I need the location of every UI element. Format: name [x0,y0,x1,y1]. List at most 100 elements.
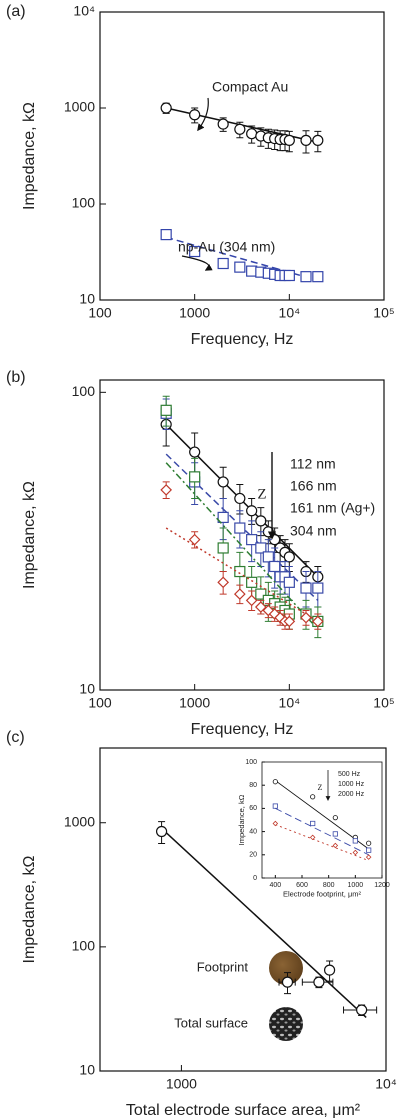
fit-line [165,236,319,282]
point [311,615,324,628]
point [312,582,324,594]
point [352,849,359,856]
y-tick-label: 10⁴ [73,3,95,19]
point [217,576,230,589]
point [366,847,372,853]
series-label: Compact Au [212,79,288,95]
z-label: Z [318,783,323,792]
x-tick-label: 1000 [179,695,210,711]
point [217,542,229,554]
point [217,476,229,488]
plot-frame [261,761,383,879]
y-tick-label: 100 [72,195,96,211]
footprint-icon [269,951,303,985]
y-tick-label: 10 [79,681,95,697]
point [234,522,246,534]
point [246,265,258,277]
fit-line [161,827,367,1019]
point [323,964,336,976]
point [272,803,278,809]
point [332,815,338,821]
point [160,229,172,241]
point [300,134,312,146]
point [281,976,294,988]
y-axis-title: Impedance, kΩ [21,481,38,589]
point [272,779,278,785]
x-tick-label: 1000 [166,1076,197,1092]
point [189,245,201,258]
point [283,615,296,628]
x-axis-title: Frequency, Hz [191,721,294,738]
x-axis-title: Frequency, Hz [191,331,294,348]
point [189,446,201,458]
y-axis-title: Impedance, kΩ [21,855,38,963]
x-tick-label: 100 [88,695,112,711]
point [365,854,372,860]
plot-frame [99,11,385,301]
point [272,820,279,827]
point [262,551,274,563]
y-tick-label: 1000 [64,813,95,829]
point [366,840,372,846]
series-label: 166 nm [290,478,337,494]
y-tick-label: 0 [253,875,257,882]
point [234,492,246,505]
point [188,533,201,546]
point [189,109,201,121]
point [312,271,324,283]
y-tick-label: 10 [79,291,95,307]
point [332,842,339,849]
point [310,820,316,827]
x-tick-label: 800 [323,882,335,889]
point [356,1004,368,1016]
point [283,134,295,146]
series-label: 2000 Hz [338,791,365,798]
plot-frame [99,379,385,691]
point [312,134,324,146]
point [245,594,258,607]
point [254,601,267,613]
y-tick-label: 20 [249,852,257,859]
x-tick-label: 400 [269,882,281,889]
point [234,123,246,135]
point [233,588,246,600]
x-axis-title: Total electrode surface area, μm² [126,1102,361,1118]
point [255,542,267,554]
series-label: np-Au (304 nm) [178,239,275,255]
point [352,838,358,844]
x-tick-label: 100 [88,305,112,321]
surface-icon [269,1007,303,1041]
point [217,257,229,270]
point [300,611,312,624]
fit-line [275,807,369,856]
point [255,515,267,527]
point [217,511,229,524]
x-tick-label: 1000 [348,882,364,889]
point [283,269,295,282]
x-tick-label: 10⁴ [279,695,301,711]
series-label: 500 Hz [338,771,361,778]
y-tick-label: 1000 [64,99,95,115]
callout-arrow [181,255,213,271]
point [246,128,258,140]
point [189,471,201,483]
y-tick-label: 100 [72,938,96,954]
x-axis-title: Electrode footprint, μm² [283,889,362,898]
point [234,261,246,273]
point [160,102,172,114]
y-tick-label: 80 [249,782,257,789]
annotation: Total surface [174,1015,248,1030]
point [234,565,246,578]
point [217,118,229,130]
series-label: 161 nm (Ag+) [290,500,375,516]
point [160,484,173,496]
series-label: 304 nm [290,523,337,539]
x-tick-label: 1000 [179,305,210,321]
plot-frame [99,747,387,1072]
x-tick-label: 10⁴ [375,1076,397,1092]
point [313,976,325,988]
panel-label: (c) [6,729,25,746]
point [246,534,258,546]
point [160,404,172,416]
